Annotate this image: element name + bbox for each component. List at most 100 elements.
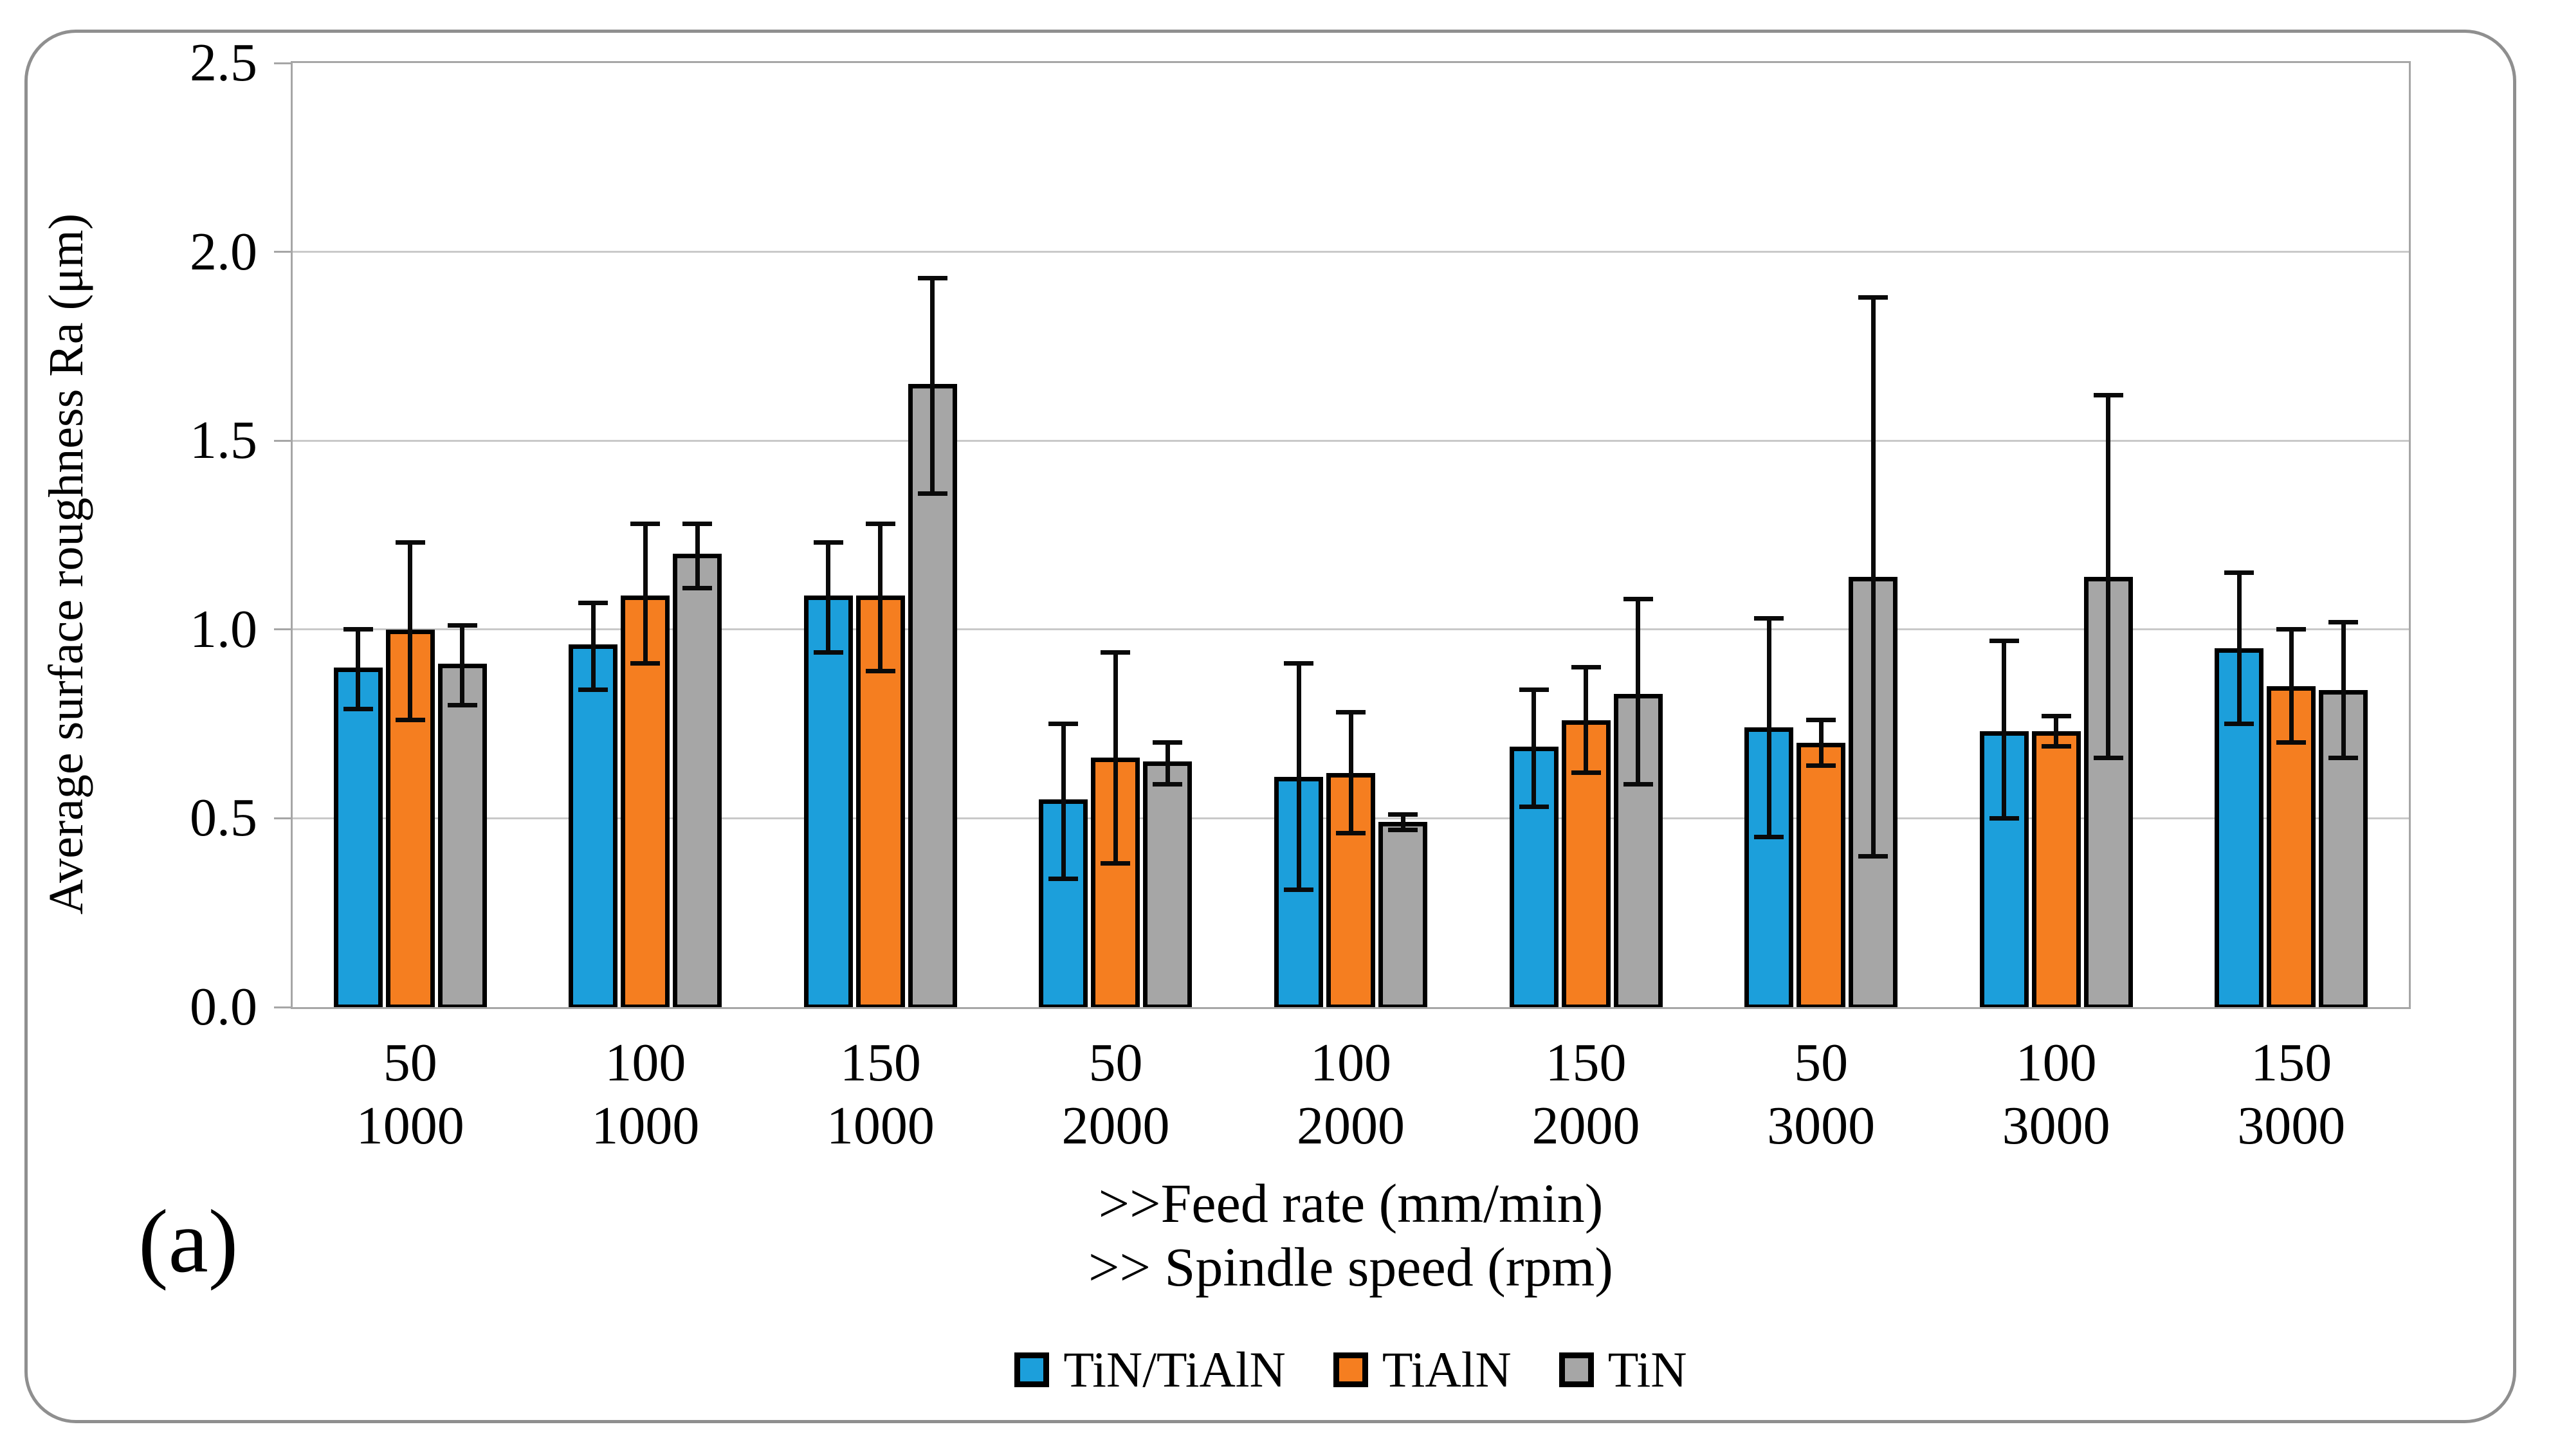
error-bar-line bbox=[1818, 720, 1824, 766]
x-tick-group-2: 150 1000 bbox=[758, 1032, 1003, 1158]
bar-TiAlN-5 bbox=[1561, 720, 1611, 1009]
error-bar-line bbox=[1165, 742, 1170, 785]
bar-TiN-3 bbox=[1143, 761, 1193, 1009]
error-bar-cap-top bbox=[682, 521, 713, 526]
x-tick-feed-rate: 150 bbox=[1545, 1033, 1627, 1093]
error-bar-cap-bottom bbox=[1388, 827, 1418, 832]
error-bar-line bbox=[878, 523, 883, 671]
x-tick-feed-rate: 100 bbox=[605, 1033, 686, 1093]
error-bar-cap-top bbox=[1806, 718, 1836, 723]
error-bar-cap-bottom bbox=[1571, 770, 1601, 776]
error-bar-cap-top bbox=[1754, 615, 1784, 621]
error-bar-cap-top bbox=[1048, 722, 1079, 727]
y-tick-label: 2.5 bbox=[190, 33, 257, 93]
error-bar-cap-bottom bbox=[447, 702, 477, 707]
bar-TiN-0 bbox=[437, 663, 487, 1009]
error-bar-cap-bottom bbox=[1754, 835, 1784, 840]
error-bar-cap-top bbox=[2041, 714, 2071, 719]
y-tick-label: 0.0 bbox=[190, 977, 257, 1037]
error-bar-cap-top bbox=[1623, 597, 1653, 602]
legend-item-TiN-TiAlN: TiN/TiAlN bbox=[1014, 1338, 1286, 1402]
error-bar-cap-top bbox=[917, 276, 947, 281]
panel-label: (a) bbox=[138, 1192, 239, 1291]
error-bar-line bbox=[643, 523, 648, 664]
error-bar-line bbox=[408, 542, 413, 720]
error-bar-cap-bottom bbox=[813, 650, 843, 655]
legend-swatch bbox=[1333, 1352, 1368, 1387]
error-bar-cap-bottom bbox=[1989, 815, 2019, 821]
error-bar-cap-bottom bbox=[865, 668, 895, 673]
gridline bbox=[293, 439, 2409, 442]
error-bar-line bbox=[2236, 572, 2242, 724]
error-bar-cap-top bbox=[1388, 812, 1418, 817]
error-bar-cap-bottom bbox=[630, 661, 661, 666]
y-tick-label: 1.5 bbox=[190, 410, 257, 471]
error-bar-cap-bottom bbox=[578, 687, 608, 693]
error-bar-cap-top bbox=[2224, 570, 2254, 576]
error-bar-cap-bottom bbox=[682, 585, 713, 590]
x-tick-spindle-speed: 2000 bbox=[1532, 1096, 1640, 1156]
error-bar-line bbox=[1584, 667, 1589, 773]
bar-TiAlN-1 bbox=[621, 595, 670, 1009]
error-bar-cap-top bbox=[2328, 619, 2359, 624]
y-tick-mark bbox=[274, 439, 291, 442]
y-tick-mark bbox=[274, 817, 291, 819]
gridline bbox=[293, 628, 2409, 631]
bar-TiN-TiAlN-8 bbox=[2215, 648, 2264, 1009]
error-bar-cap-bottom bbox=[1806, 763, 1836, 768]
error-bar-cap-top bbox=[865, 521, 895, 526]
error-bar-cap-top bbox=[630, 521, 661, 526]
legend-swatch bbox=[1014, 1352, 1050, 1387]
y-tick-mark bbox=[274, 251, 291, 253]
error-bar-cap-top bbox=[1153, 740, 1183, 745]
x-tick-spindle-speed: 3000 bbox=[2002, 1096, 2110, 1156]
error-bar-cap-bottom bbox=[1336, 831, 1366, 836]
x-tick-spindle-speed: 3000 bbox=[1767, 1096, 1876, 1156]
error-bar-cap-bottom bbox=[2093, 755, 2123, 760]
x-tick-group-7: 100 3000 bbox=[1934, 1032, 2179, 1158]
bar-TiAlN-6 bbox=[1797, 742, 1846, 1009]
error-bar-line bbox=[2341, 622, 2346, 758]
x-tick-spindle-speed: 3000 bbox=[2237, 1096, 2346, 1156]
y-tick-mark bbox=[274, 62, 291, 64]
x-tick-group-5: 150 2000 bbox=[1464, 1032, 1708, 1158]
x-tick-group-1: 100 1000 bbox=[523, 1032, 767, 1158]
error-bar-cap-bottom bbox=[917, 491, 947, 496]
error-bar-line bbox=[1400, 814, 1405, 830]
error-bar-line bbox=[1532, 689, 1537, 807]
bar-TiN-4 bbox=[1378, 822, 1427, 1009]
error-bar-line bbox=[1061, 723, 1066, 879]
error-bar-cap-bottom bbox=[343, 706, 373, 711]
y-tick-mark bbox=[274, 628, 291, 631]
x-tick-feed-rate: 50 bbox=[383, 1033, 437, 1093]
x-tick-group-3: 50 2000 bbox=[993, 1032, 1238, 1158]
x-tick-group-4: 100 2000 bbox=[1229, 1032, 1473, 1158]
error-bar-cap-bottom bbox=[1519, 805, 1549, 810]
error-bar-cap-bottom bbox=[1101, 861, 1131, 866]
error-bar-line bbox=[460, 625, 465, 705]
bar-TiAlN-7 bbox=[2031, 731, 2081, 1009]
x-tick-feed-rate: 150 bbox=[839, 1033, 921, 1093]
x-axis-title-feed-rate: >>Feed rate (mm/min) bbox=[1098, 1172, 1604, 1234]
error-bar-cap-top bbox=[813, 540, 843, 545]
error-bar-line bbox=[1296, 663, 1301, 890]
bar-TiAlN-8 bbox=[2267, 686, 2316, 1009]
x-tick-spindle-speed: 2000 bbox=[1061, 1096, 1170, 1156]
legend-item-TiN: TiN bbox=[1559, 1338, 1687, 1402]
x-tick-feed-rate: 100 bbox=[1310, 1033, 1391, 1093]
x-tick-feed-rate: 50 bbox=[1794, 1033, 1849, 1093]
error-bar-line bbox=[930, 278, 935, 494]
error-bar-line bbox=[1348, 712, 1353, 833]
error-bar-line bbox=[590, 603, 596, 690]
error-bar-cap-top bbox=[2093, 393, 2123, 398]
error-bar-cap-top bbox=[578, 601, 608, 606]
x-tick-group-8: 150 3000 bbox=[2169, 1032, 2413, 1158]
x-tick-group-0: 50 1000 bbox=[288, 1032, 533, 1158]
plot-area-border bbox=[291, 61, 2411, 1009]
error-bar-cap-bottom bbox=[1153, 782, 1183, 787]
error-bar-cap-bottom bbox=[1858, 853, 1888, 859]
legend-label: TiN bbox=[1607, 1342, 1687, 1397]
error-bar-line bbox=[1870, 297, 1876, 857]
error-bar-cap-top bbox=[1858, 295, 1888, 300]
